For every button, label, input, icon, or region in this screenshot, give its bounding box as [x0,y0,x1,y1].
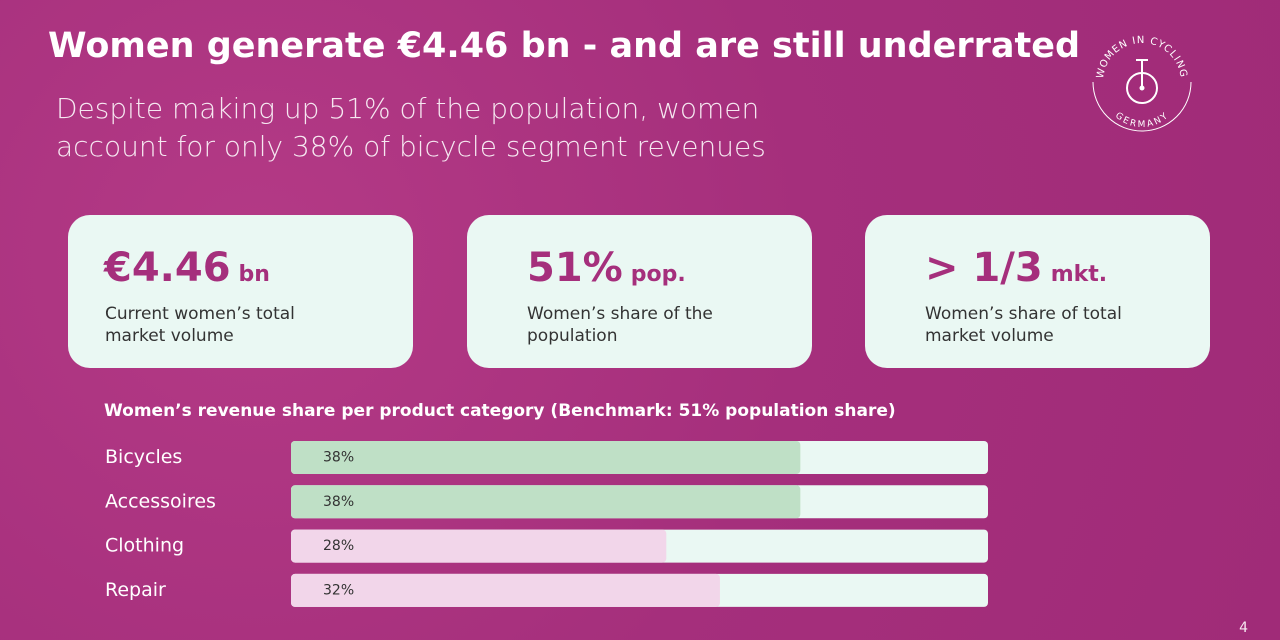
bar [291,529,667,563]
slide-title: Women generate €4.46 bn - and are still … [48,26,1081,66]
chart: Bicycles 38% Accessoires 38% Clothing 28% Repa… [105,441,988,607]
kpi-label: Women’s share of the population [527,304,713,346]
kpi-value: 51% [527,245,623,291]
value-label: 28% [323,538,354,554]
kpi-card: > 1/3 mkt. Women’s share of total market … [865,215,1210,368]
kpi-card: 51% pop. Women’s share of the population [467,215,812,368]
category-label: Repair [105,579,166,601]
value-label: 38% [323,494,354,510]
category-label: Accessoires [105,490,216,512]
kpi-unit: bn [238,262,270,287]
kpi-card: €4.46 bn Current women’s total market vol… [68,215,413,368]
kpi-value: €4.46 [104,245,231,291]
bar [291,573,720,607]
bar [291,485,801,519]
logo: WOMEN IN CYCLING GERMANY [1092,35,1192,132]
kpi-value: > 1/3 [925,245,1043,291]
chart-title: Women’s revenue share per product catego… [104,401,896,421]
value-label: 32% [323,582,354,598]
bar [291,441,801,474]
slide-subtitle: Despite making up 51% of the population,… [56,92,766,163]
logo-ring [1092,81,1192,132]
kpi-unit: pop. [630,262,686,287]
kpi-label: Current women’s total market volume [105,304,295,346]
kpi-label: Women’s share of total market volume [925,304,1122,346]
page-number: 4 [1239,620,1248,636]
kpi-unit: mkt. [1050,262,1108,287]
category-label: Clothing [105,535,184,557]
category-label: Bicycles [105,446,182,468]
value-label: 38% [323,450,354,466]
